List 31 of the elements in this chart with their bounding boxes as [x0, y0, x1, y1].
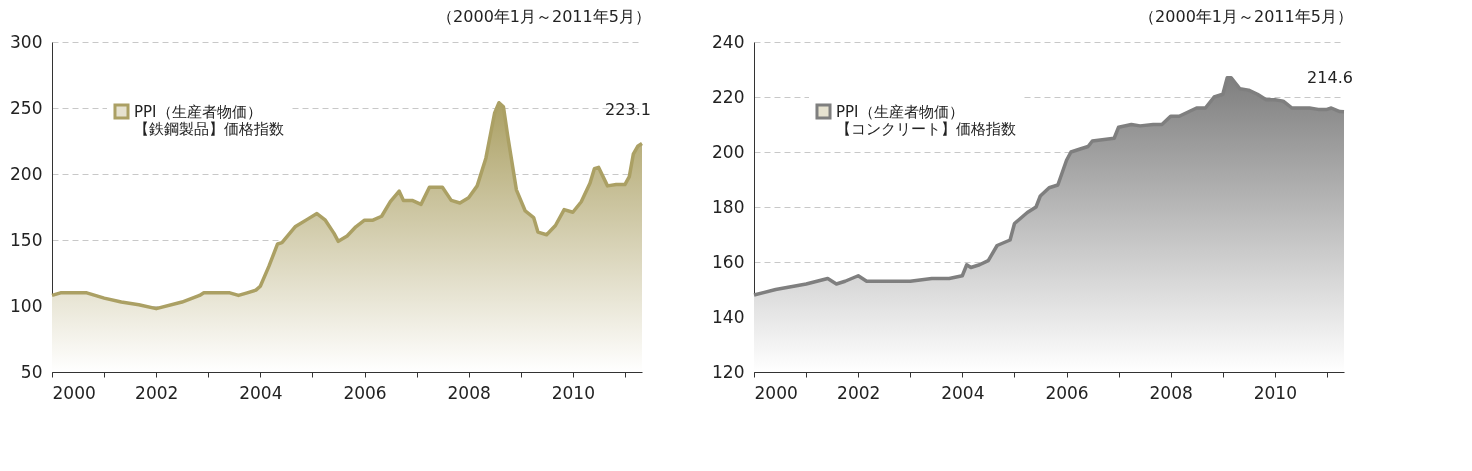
- x-tick-label: 2006: [1045, 382, 1089, 403]
- data-label: 214.6: [1307, 67, 1353, 87]
- y-tick-label: 140: [712, 306, 745, 327]
- x-tick-label: 2002: [837, 382, 881, 403]
- chart-subtitle: （2000年1月～2011年5月）: [1139, 7, 1353, 26]
- y-tick-label: 100: [10, 295, 43, 316]
- x-tick-label: 2006: [343, 382, 387, 403]
- x-tick-label: 2008: [1149, 382, 1193, 403]
- y-tick-label: 200: [10, 163, 43, 184]
- y-tick-label: 120: [712, 361, 745, 382]
- x-tick-label: 2008: [447, 382, 491, 403]
- y-tick-label: 250: [10, 97, 43, 118]
- chart-subtitle: （2000年1月～2011年5月）: [437, 7, 651, 26]
- x-tick-label: 2004: [941, 382, 985, 403]
- y-tick-label: 150: [10, 229, 43, 250]
- x-tick-label: 2000: [754, 382, 798, 403]
- x-tick-label: 2010: [551, 382, 595, 403]
- y-tick-label: 200: [712, 141, 745, 162]
- x-tick-label: 2010: [1253, 382, 1297, 403]
- y-tick-label: 240: [712, 31, 745, 52]
- x-tick-label: 2002: [135, 382, 179, 403]
- y-tick-label: 220: [712, 86, 745, 107]
- y-tick-label: 160: [712, 251, 745, 272]
- legend-label: PPI（生産者物価）【コンクリート】価格指数: [836, 102, 1016, 138]
- x-tick-label: 2004: [239, 382, 283, 403]
- y-tick-label: 180: [712, 196, 745, 217]
- y-tick-label: 300: [10, 31, 43, 52]
- legend-label: PPI（生産者物価）【鉄鋼製品】価格指数: [134, 102, 284, 138]
- data-label: 223.1: [605, 99, 651, 119]
- y-tick-label: 50: [20, 361, 43, 382]
- x-tick-label: 2000: [52, 382, 96, 403]
